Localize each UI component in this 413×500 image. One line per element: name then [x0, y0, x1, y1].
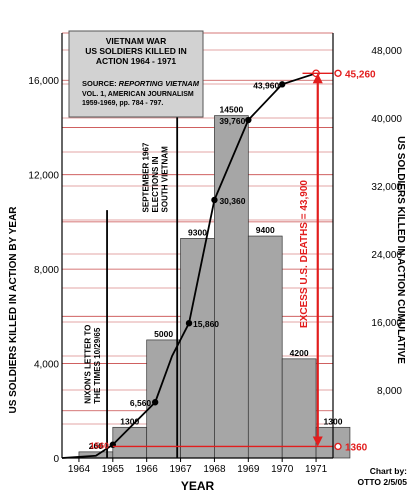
chart-credit: OTTO 2/5/05	[358, 477, 408, 487]
x-tick-label: 1969	[237, 464, 260, 475]
bar-value-label: 1300	[120, 416, 139, 426]
info-box-source-detail: VOL. 1, AMERICAN JOURNALISM	[82, 91, 194, 98]
excess-arrow-head-bottom	[312, 436, 323, 447]
info-box-source-detail: 1959-1969, pp. 784 - 797.	[82, 100, 163, 107]
bars	[78, 115, 351, 459]
bar	[112, 426, 148, 459]
cumulative-point	[185, 319, 193, 327]
bar	[281, 358, 317, 459]
x-tick-label: 1966	[136, 464, 159, 475]
cumulative-path	[61, 72, 317, 459]
x-tick-label: 1964	[68, 464, 91, 475]
bar-value-label: 4200	[290, 348, 309, 358]
info-box-background	[68, 30, 204, 118]
left-tick-label: 0	[53, 454, 59, 465]
excess-deaths-label: EXCESS U.S. DEATHS = 43,900	[299, 180, 310, 328]
bar	[146, 339, 181, 459]
x-tick-label: 1967	[169, 464, 192, 475]
cumulative-point-label: 39,760	[219, 116, 245, 126]
excess-top-label: 45,260	[345, 69, 376, 80]
cumulative-point-label: 43,960	[253, 80, 279, 90]
right-tick-label: 24,000	[371, 250, 402, 261]
excess-bottom-dot	[334, 442, 342, 451]
x-tick-label: 1971	[305, 464, 328, 475]
x-tick-label: 1965	[102, 464, 125, 475]
info-box-title: VIETNAM WAR	[106, 36, 166, 46]
cumulative-line	[61, 69, 342, 459]
right-axis-title: US SOLDIERS KILLED IN ACTION CUMULATIVE	[395, 136, 406, 364]
x-tick-label: 1968	[203, 464, 226, 475]
bar-value-label: 5000	[154, 329, 173, 339]
bar-value-label: 1300	[324, 416, 343, 426]
bar-value-label: 260	[89, 441, 103, 451]
left-tick-label: 8,000	[34, 265, 59, 276]
excess-bottom-label: 1360	[345, 442, 368, 453]
left-tick-label: 16,000	[28, 76, 59, 87]
right-tick-label: 32,000	[371, 182, 402, 193]
chart-credit: Chart by:	[370, 466, 407, 476]
event-lines	[106, 68, 179, 458]
x-tick-label: 1970	[271, 464, 294, 475]
cumulative-point-label: 15,860	[193, 319, 219, 329]
cumulative-point	[211, 196, 218, 204]
bar-value-label: 9400	[256, 225, 275, 235]
bar-value-label: 14500	[220, 105, 244, 115]
left-tick-label: 4,000	[34, 360, 59, 371]
elections-annotation: ELECTIONS IN	[151, 156, 160, 212]
axes	[61, 33, 334, 462]
nixon-letter-annotation: NIXON'S LETTER TO	[83, 325, 92, 404]
right-tick-label: 40,000	[371, 114, 402, 125]
right-tick-label: 16,000	[371, 318, 402, 329]
cumulative-point-label: 6,560	[130, 398, 152, 408]
cumulative-point	[278, 81, 286, 88]
bar	[180, 238, 215, 459]
right-tick-label: 8,000	[377, 386, 402, 397]
bar-value-label: 9300	[188, 227, 207, 237]
left-axis-title: US SOLDIERS KILLED IN ACTION BY YEAR	[8, 206, 19, 414]
right-tick-label: 48,000	[371, 46, 402, 57]
elections-annotation: SOUTH VIETNAM	[161, 146, 170, 213]
excess-top-dot	[334, 69, 342, 77]
bar	[214, 115, 249, 459]
info-box-source: SOURCE: REPORTING VIETNAM	[82, 79, 200, 88]
info-box-title: ACTION 1964 - 1971	[96, 56, 177, 66]
excess-arrow-head-top	[312, 73, 323, 84]
bar	[247, 235, 283, 459]
cumulative-point	[151, 399, 159, 406]
nixon-letter-annotation: THE TIMES 10/29/65	[93, 327, 102, 404]
x-axis-title: YEAR	[181, 479, 215, 493]
cumulative-point-label: 1560	[90, 441, 109, 451]
cumulative-point-label: 30,360	[219, 196, 245, 206]
elections-annotation: SEPTEMBER 1967	[142, 142, 151, 212]
cumulative-point	[245, 116, 252, 124]
info-box-title: US SOLDIERS KILLED IN	[85, 46, 187, 56]
left-tick-label: 12,000	[28, 171, 59, 182]
labels: 260 1300 5000 9300 14500 9400 4200 1300 NIXON'S …	[8, 46, 407, 493]
